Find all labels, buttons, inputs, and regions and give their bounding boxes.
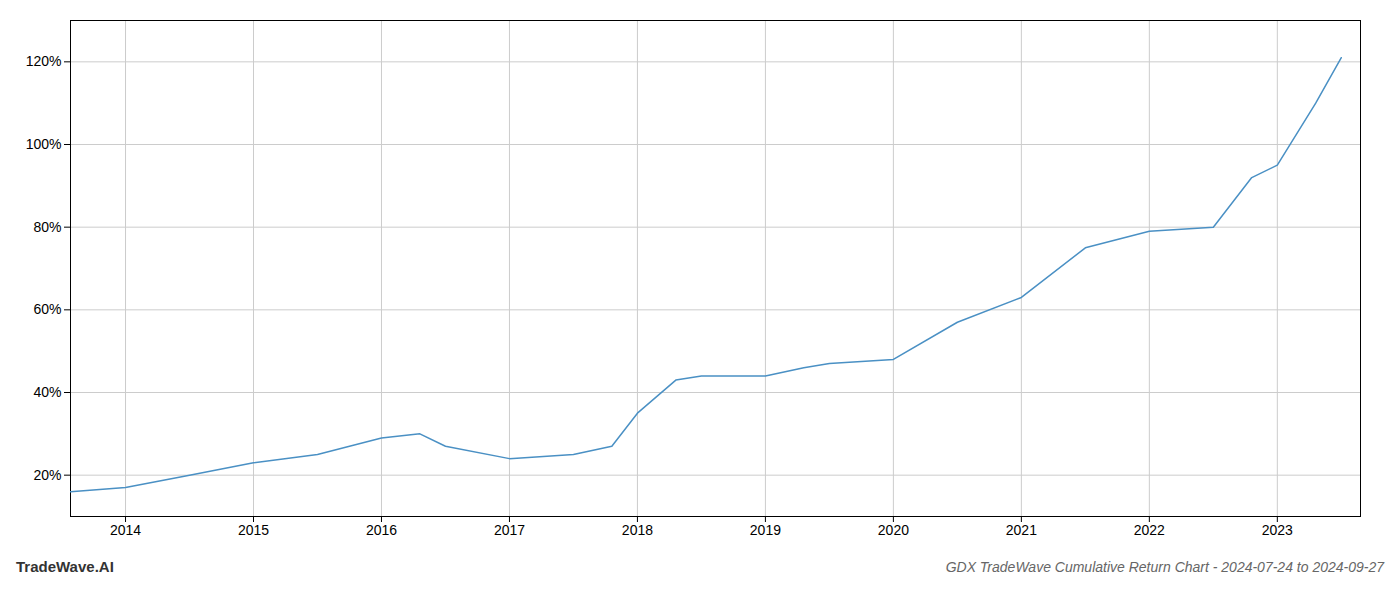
svg-text:20%: 20% <box>33 467 61 483</box>
svg-text:40%: 40% <box>33 384 61 400</box>
svg-text:80%: 80% <box>33 219 61 235</box>
svg-text:100%: 100% <box>26 136 62 152</box>
svg-text:2022: 2022 <box>1134 522 1165 538</box>
svg-text:2014: 2014 <box>110 522 141 538</box>
svg-text:2020: 2020 <box>878 522 909 538</box>
svg-text:2016: 2016 <box>366 522 397 538</box>
svg-text:2015: 2015 <box>238 522 269 538</box>
html-text:TradeWave.AI: TradeWave.AI <box>16 558 114 575</box>
svg-text:2023: 2023 <box>1262 522 1293 538</box>
html-text:GDX TradeWave Cumulative Retur: GDX TradeWave Cumulative Return Chart - … <box>945 559 1384 575</box>
svg-text:60%: 60% <box>33 301 61 317</box>
svg-text:2021: 2021 <box>1006 522 1037 538</box>
svg-text:120%: 120% <box>26 53 62 69</box>
svg-text:2019: 2019 <box>750 522 781 538</box>
svg-text:2017: 2017 <box>494 522 525 538</box>
svg-text:2018: 2018 <box>622 522 653 538</box>
